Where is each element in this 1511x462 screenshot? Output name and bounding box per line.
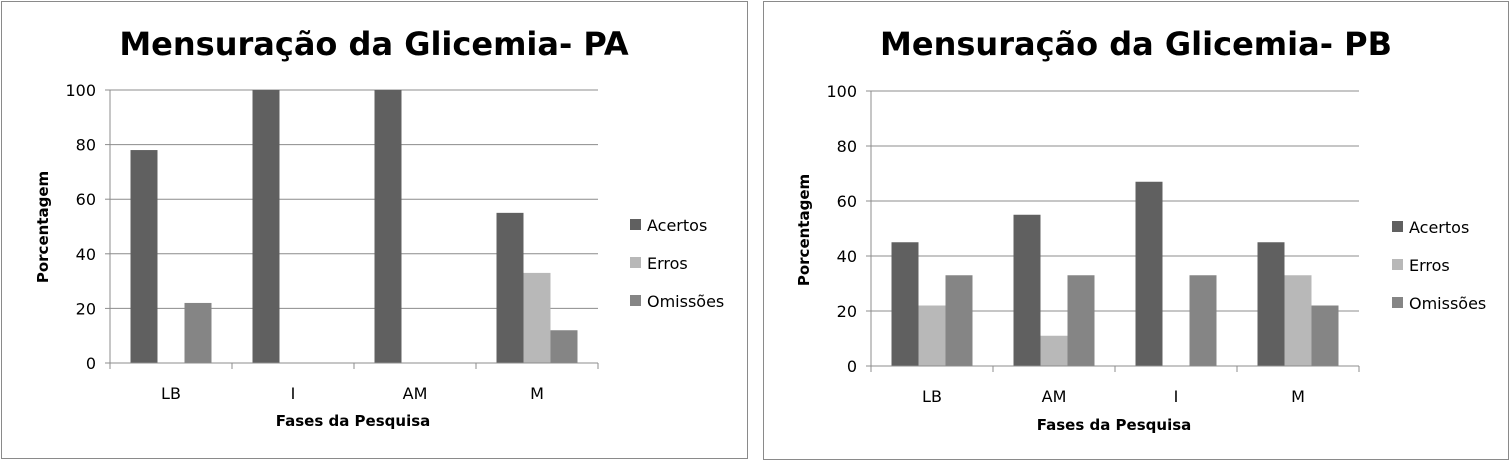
x-tick-label: I — [1174, 387, 1179, 406]
y-tick-label: 80 — [837, 137, 857, 156]
legend: Acertos Erros Omissões — [1392, 218, 1486, 313]
y-tick-label: 60 — [837, 192, 857, 211]
y-tick-label: 0 — [847, 357, 857, 376]
chart-panel-pb: Mensuração da Glicemia- PB 0 20 40 60 80 100 … — [763, 1, 1509, 460]
legend-swatch — [1392, 259, 1403, 270]
x-axis-title: Fases da Pesquisa — [276, 412, 431, 430]
y-tick-label: 20 — [76, 299, 96, 318]
legend-label: Erros — [1409, 256, 1450, 275]
legend-swatch — [1392, 297, 1403, 308]
bar — [374, 90, 402, 363]
chart-pa: Mensuração da Glicemia- PA 020406080100 … — [34, 25, 724, 430]
axes — [866, 90, 1360, 372]
x-tick-label: LB — [922, 387, 942, 406]
legend-swatch — [630, 257, 641, 268]
y-tick-labels: 0 20 40 60 80 100 — [826, 82, 857, 376]
y-tick-label: 100 — [65, 81, 96, 100]
x-tick-label: LB — [161, 384, 181, 403]
chart-panel-pa: Mensuração da Glicemia- PA 0 20 40 60 80 100 … — [1, 1, 748, 459]
y-axis-title: Porcentagem — [34, 171, 52, 283]
chart-pb: Mensuração da Glicemia- PB 020406080100 … — [795, 25, 1486, 434]
bar — [891, 242, 919, 366]
bar — [1135, 181, 1163, 366]
bar — [1257, 242, 1285, 366]
chart-title: Mensuração da Glicemia- PB — [880, 25, 1392, 63]
y-axis-title: Porcentagem — [795, 174, 813, 286]
bar — [945, 275, 973, 366]
bar — [918, 305, 946, 366]
y-tick-labels: 0 20 40 60 80 100 — [65, 81, 96, 373]
bar — [1311, 305, 1339, 366]
bar — [252, 90, 280, 363]
x-tick-label: AM — [1042, 387, 1067, 406]
x-tick-label: M — [530, 384, 544, 403]
legend-label: Erros — [647, 254, 688, 273]
y-tick-label: 0 — [86, 354, 96, 373]
y-tick-label: 80 — [76, 136, 96, 155]
x-axis-title: Fases da Pesquisa — [1037, 416, 1192, 434]
x-tick-labels: LB I AM M — [161, 384, 544, 403]
x-tick-label: AM — [403, 384, 428, 403]
y-tick-label: 40 — [837, 247, 857, 266]
y-tick-label: 60 — [76, 190, 96, 209]
bar — [1189, 275, 1217, 366]
x-tick-label: M — [1291, 387, 1305, 406]
bars — [130, 90, 578, 363]
bar — [550, 330, 578, 363]
bar — [1040, 335, 1068, 366]
x-tick-label: I — [291, 384, 296, 403]
legend-label: Acertos — [647, 216, 707, 235]
legend: Acertos Erros Omissões — [630, 216, 724, 311]
y-tick-label: 20 — [837, 302, 857, 321]
bar — [184, 302, 212, 363]
bars — [891, 181, 1339, 366]
bar — [130, 150, 158, 363]
legend-label: Acertos — [1409, 218, 1469, 237]
axes — [105, 89, 599, 369]
bar — [1284, 275, 1312, 366]
bar — [523, 272, 551, 363]
legend-swatch — [630, 295, 641, 306]
bar — [1067, 275, 1095, 366]
x-tick-labels: LB AM I M — [922, 387, 1305, 406]
legend-label: Omissões — [647, 292, 724, 311]
legend-label: Omissões — [1409, 294, 1486, 313]
y-tick-label: 40 — [76, 245, 96, 264]
y-tick-label: 100 — [826, 82, 857, 101]
bar — [1013, 214, 1041, 366]
legend-swatch — [630, 219, 641, 230]
chart-title: Mensuração da Glicemia- PA — [119, 25, 629, 63]
legend-swatch — [1392, 221, 1403, 232]
bar — [496, 212, 524, 363]
